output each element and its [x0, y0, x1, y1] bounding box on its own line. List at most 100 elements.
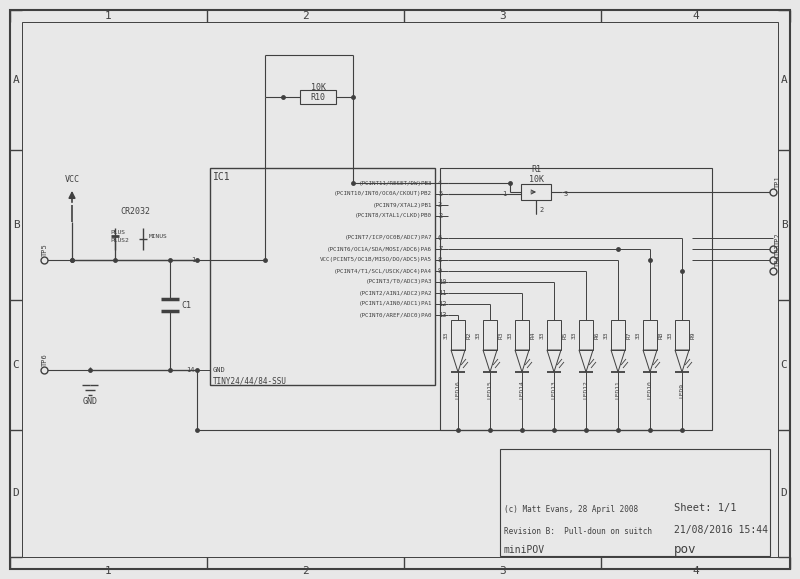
- Text: 33: 33: [604, 331, 609, 339]
- Text: B: B: [13, 220, 19, 230]
- Text: LED10: LED10: [647, 380, 653, 400]
- Text: (PCINT8/XTAL1/CLKD)PB0: (PCINT8/XTAL1/CLKD)PB0: [355, 214, 432, 218]
- Text: 10K: 10K: [529, 174, 543, 184]
- Text: pov: pov: [674, 543, 697, 555]
- Text: TINY24/44/84-SSU: TINY24/44/84-SSU: [213, 376, 287, 386]
- Text: 33: 33: [668, 331, 673, 339]
- Bar: [451, 320, 465, 350]
- Text: TP6: TP6: [42, 354, 48, 367]
- Text: 3: 3: [438, 202, 442, 208]
- Text: A: A: [13, 75, 19, 85]
- Text: (PCINT2/AIN1/ADC2)PA2: (PCINT2/AIN1/ADC2)PA2: [358, 291, 432, 295]
- Text: LED9: LED9: [679, 383, 685, 398]
- Bar: [579, 320, 593, 350]
- Text: C: C: [781, 360, 787, 370]
- Text: B: B: [781, 220, 787, 230]
- Text: 1: 1: [502, 191, 506, 197]
- Bar: [515, 320, 529, 350]
- Text: 33: 33: [540, 331, 545, 339]
- Text: (PCINT1/AIN0/ADC1)PA1: (PCINT1/AIN0/ADC1)PA1: [358, 302, 432, 306]
- Bar: [210, 168, 435, 385]
- Text: 1: 1: [190, 257, 195, 263]
- Text: 33: 33: [636, 331, 641, 339]
- Text: VCC: VCC: [65, 175, 79, 185]
- Text: 5: 5: [438, 191, 442, 197]
- Text: 2: 2: [539, 207, 543, 213]
- Text: Revision B:  Pull-doun on suitch: Revision B: Pull-doun on suitch: [504, 527, 652, 537]
- Text: LED15: LED15: [487, 380, 493, 400]
- Bar: [521, 184, 551, 200]
- Text: R4: R4: [531, 331, 536, 339]
- Bar: [643, 320, 657, 350]
- Text: IC1: IC1: [213, 172, 230, 182]
- Text: 8: 8: [438, 257, 442, 263]
- Text: 6: 6: [438, 235, 442, 241]
- Text: (PCINT11/RESET/DW)PB3: (PCINT11/RESET/DW)PB3: [358, 181, 432, 185]
- Bar: [547, 320, 561, 350]
- Text: 2: 2: [438, 213, 442, 219]
- Text: 10: 10: [438, 279, 446, 285]
- Text: R9: R9: [691, 331, 696, 339]
- Text: R8: R8: [659, 331, 664, 339]
- Bar: [483, 320, 497, 350]
- Text: TP4: TP4: [775, 255, 781, 267]
- Text: CR2032: CR2032: [120, 207, 150, 215]
- Text: 4: 4: [438, 180, 442, 186]
- Text: (PCINT6/OC1A/SDA/MOSI/ADC6)PA6: (PCINT6/OC1A/SDA/MOSI/ADC6)PA6: [327, 247, 432, 251]
- Text: R2: R2: [467, 331, 472, 339]
- Text: Sheet: 1/1: Sheet: 1/1: [674, 503, 737, 513]
- Text: 14: 14: [186, 367, 195, 373]
- Text: LED13: LED13: [551, 380, 557, 400]
- Bar: [300, 90, 336, 104]
- Text: 21/08/2016 15:44: 21/08/2016 15:44: [674, 525, 768, 535]
- Text: TP2: TP2: [775, 233, 781, 245]
- Text: A: A: [781, 75, 787, 85]
- Text: LED16: LED16: [455, 380, 461, 400]
- Text: (PCINT0/AREF/ADC0)PA0: (PCINT0/AREF/ADC0)PA0: [358, 313, 432, 317]
- Text: TP3: TP3: [775, 244, 781, 256]
- Text: 2: 2: [302, 566, 309, 576]
- Text: 3: 3: [499, 566, 506, 576]
- Text: LED11: LED11: [615, 380, 621, 400]
- Text: 2: 2: [302, 11, 309, 21]
- Text: D: D: [13, 489, 19, 499]
- Bar: [675, 320, 689, 350]
- Text: TP5: TP5: [42, 244, 48, 256]
- Text: R6: R6: [595, 331, 600, 339]
- Text: LED14: LED14: [519, 380, 525, 400]
- Text: 33: 33: [444, 331, 449, 339]
- Text: 1: 1: [105, 566, 112, 576]
- Text: 3: 3: [499, 11, 506, 21]
- Text: PLUS: PLUS: [110, 230, 125, 236]
- Text: 7: 7: [438, 246, 442, 252]
- Text: VCC(PCINT5/OC1B/MISO/DO/ADC5)PA5: VCC(PCINT5/OC1B/MISO/DO/ADC5)PA5: [320, 258, 432, 262]
- Text: (PCINT3/T0/ADC3)PA3: (PCINT3/T0/ADC3)PA3: [366, 280, 432, 284]
- Bar: [611, 320, 625, 350]
- Text: PLUS2: PLUS2: [110, 239, 129, 244]
- Text: 33: 33: [572, 331, 577, 339]
- Text: MINUS: MINUS: [149, 233, 168, 239]
- Text: miniPOV: miniPOV: [504, 545, 545, 555]
- Text: R10: R10: [310, 93, 326, 102]
- Text: (PCINT10/INT0/OC0A/CKOUT)PB2: (PCINT10/INT0/OC0A/CKOUT)PB2: [334, 192, 432, 196]
- Text: 33: 33: [476, 331, 481, 339]
- Text: 9: 9: [438, 268, 442, 274]
- Text: 13: 13: [438, 312, 446, 318]
- Text: 4: 4: [692, 11, 699, 21]
- Text: (PCINT7/ICP/OC0B/ADC7)PA7: (PCINT7/ICP/OC0B/ADC7)PA7: [345, 236, 432, 240]
- Text: 3: 3: [564, 191, 568, 197]
- Text: GND: GND: [82, 398, 98, 406]
- Text: (PCINT9/XTAL2)PB1: (PCINT9/XTAL2)PB1: [373, 203, 432, 207]
- Text: R5: R5: [563, 331, 568, 339]
- Text: R3: R3: [499, 331, 504, 339]
- Text: R1: R1: [531, 166, 541, 174]
- Text: R7: R7: [627, 331, 632, 339]
- Text: (PCINT4/T1/SCL/USCK/ADC4)PA4: (PCINT4/T1/SCL/USCK/ADC4)PA4: [334, 269, 432, 273]
- Text: 1: 1: [105, 11, 112, 21]
- Bar: [440, 168, 712, 430]
- Text: D: D: [781, 489, 787, 499]
- Text: 10K: 10K: [310, 82, 326, 91]
- Text: (c) Matt Evans, 28 April 2008: (c) Matt Evans, 28 April 2008: [504, 505, 638, 515]
- Text: TP1: TP1: [775, 175, 781, 188]
- Text: C: C: [13, 360, 19, 370]
